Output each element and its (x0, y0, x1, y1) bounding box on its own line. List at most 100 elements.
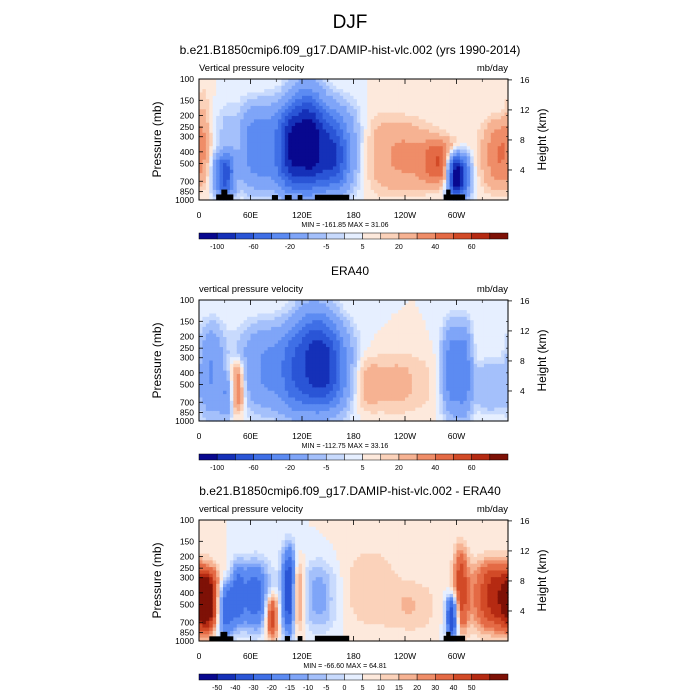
heatmap-cell (332, 189, 337, 194)
heatmap-cell (253, 330, 258, 335)
heatmap-cell (356, 149, 361, 154)
heatmap-cell (463, 119, 468, 124)
heatmap-cell (336, 417, 341, 422)
heatmap-cell (226, 105, 231, 110)
heatmap-cell (497, 112, 502, 117)
heatmap-cell (277, 373, 282, 378)
heatmap-cell (343, 310, 348, 315)
heatmap-cell (308, 173, 313, 178)
heatmap-cell (250, 193, 255, 198)
heatmap-cell (356, 129, 361, 134)
heatmap-cell (456, 166, 461, 171)
heatmap-cell (277, 330, 282, 335)
heatmap-cell (391, 159, 396, 164)
heatmap-cell (339, 414, 344, 419)
heatmap-cell (274, 306, 279, 311)
heatmap-cell (271, 316, 276, 321)
heatmap-cell (219, 89, 224, 94)
heatmap-cell (442, 142, 447, 147)
heatmap-cell (466, 193, 471, 198)
heatmap-cell (483, 146, 488, 151)
heatmap-cell (343, 186, 348, 191)
heatmap-cell (264, 79, 269, 83)
heatmap-cell (336, 112, 341, 117)
heatmap-cell (394, 159, 399, 164)
heatmap-cell (401, 102, 406, 107)
heatmap-cell (199, 397, 204, 402)
heatmap-cell (212, 119, 217, 124)
heatmap-cell (257, 149, 262, 154)
heatmap-cell (257, 414, 262, 419)
heatmap-cell (243, 136, 248, 141)
heatmap-cell (260, 95, 265, 100)
heatmap-cell (233, 142, 238, 147)
heatmap-cell (298, 102, 303, 107)
heatmap-cell (435, 176, 440, 181)
heatmap-cell (408, 99, 413, 104)
heatmap-cell (264, 102, 269, 107)
heatmap-cell (477, 189, 482, 194)
heatmap-cell (295, 394, 300, 399)
heatmap-cell (233, 347, 238, 352)
heatmap-cell (236, 343, 241, 348)
heatmap-cell (226, 306, 231, 311)
heatmap-cell (350, 189, 355, 194)
heatmap-cell (391, 126, 396, 131)
heatmap-cell (223, 159, 228, 164)
heatmap-cell (387, 163, 392, 167)
heatmap-cell (298, 320, 303, 325)
heatmap-cell (281, 404, 286, 409)
heatmap-cell (305, 136, 310, 141)
heatmap-cell (247, 109, 252, 114)
heatmap-cell (250, 115, 255, 120)
heatmap-cell (308, 306, 313, 311)
heatmap-cell (501, 163, 506, 167)
heatmap-cell (212, 404, 217, 409)
heatmap-cell (387, 122, 392, 127)
heatmap-cell (305, 152, 310, 157)
heatmap-cell (339, 333, 344, 338)
heatmap-cell (336, 183, 341, 188)
heatmap-cell (343, 146, 348, 151)
heatmap-cell (384, 79, 389, 83)
heatmap-cell (315, 414, 320, 419)
heatmap-cell (308, 407, 313, 412)
heatmap-cell (226, 397, 231, 402)
heatmap-cell (240, 380, 245, 385)
heatmap-cell (339, 156, 344, 161)
heatmap-cell (480, 186, 485, 191)
heatmap-cell (274, 173, 279, 178)
heatmap-cell (346, 126, 351, 131)
heatmap-cell (305, 163, 310, 167)
heatmap-cell (253, 394, 258, 399)
heatmap-cell (339, 400, 344, 405)
heatmap-cell (470, 152, 475, 157)
heatmap-cell (353, 193, 358, 198)
heatmap-cell (308, 85, 313, 90)
heatmap-cell (212, 410, 217, 415)
heatmap-cell (257, 303, 262, 308)
heatmap-cell (380, 136, 385, 141)
heatmap-cell (253, 136, 258, 141)
heatmap-cell (490, 159, 495, 164)
heatmap-cell (277, 109, 282, 114)
heatmap-cell (202, 176, 207, 181)
heatmap-cell (264, 193, 269, 198)
heatmap-cell (226, 166, 231, 171)
heatmap-cell (329, 109, 334, 114)
heatmap-cell (295, 320, 300, 325)
heatmap-cell (260, 126, 265, 131)
heatmap-cell (236, 330, 241, 335)
heatmap-cell (250, 109, 255, 114)
heatmap-cell (284, 85, 289, 90)
heatmap-cell (415, 129, 420, 134)
heatmap-cell (449, 89, 454, 94)
heatmap-cell (363, 183, 368, 188)
heatmap-cell (432, 136, 437, 141)
heatmap-cell (243, 183, 248, 188)
heatmap-cell (298, 357, 303, 362)
heatmap-cell (497, 186, 502, 191)
heatmap-cell (322, 179, 327, 184)
heatmap-cell (329, 323, 334, 328)
heatmap-cell (281, 373, 286, 378)
